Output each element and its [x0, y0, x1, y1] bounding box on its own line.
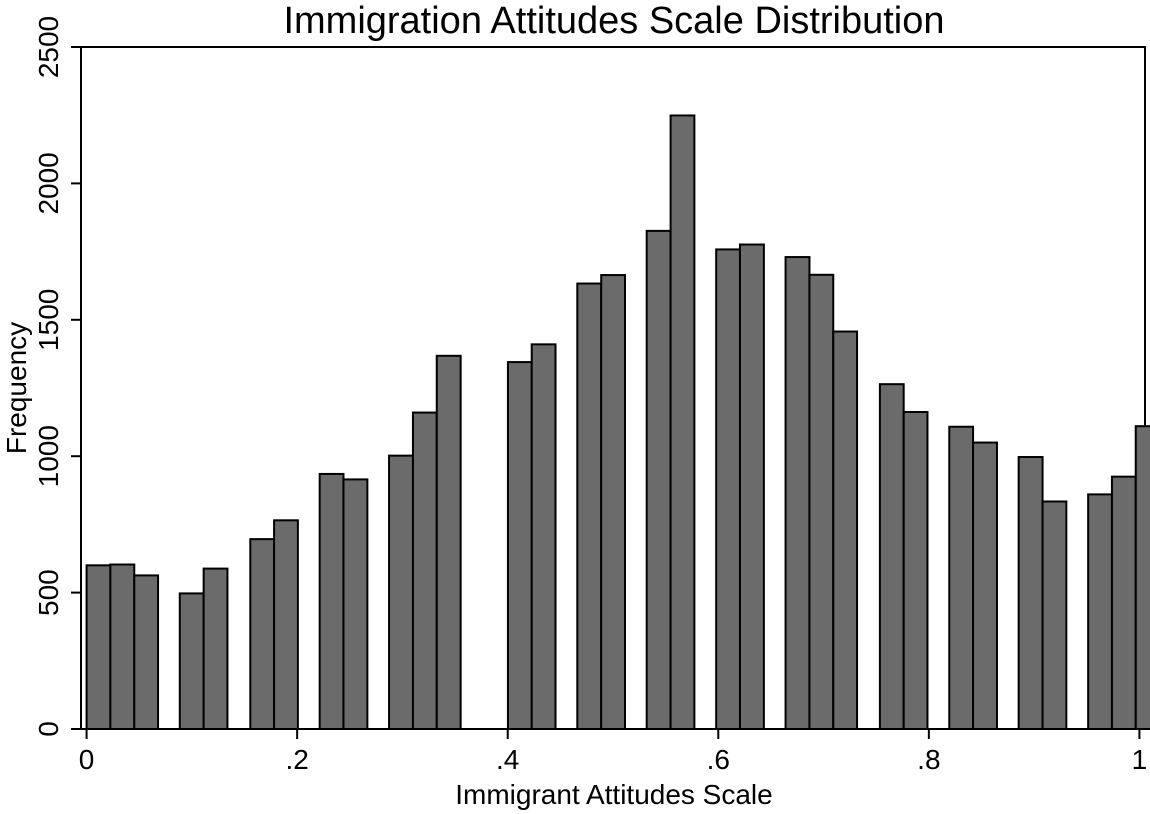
histogram-bar-4 [178, 592, 205, 730]
bars-group [85, 114, 1150, 731]
histogram-bar-13 [506, 361, 533, 730]
histogram-bar-16 [600, 274, 627, 730]
histogram-bar-23 [832, 330, 859, 730]
histogram-bar-21 [784, 256, 811, 730]
histogram-bar-3 [133, 574, 160, 730]
chart-title: Immigration Attitudes Scale Distribution [283, 0, 944, 42]
histogram-bar-26 [948, 425, 975, 730]
histogram-bar-6 [249, 538, 276, 730]
x-tick-label: 0 [79, 744, 95, 775]
y-tick-label: 1000 [33, 425, 64, 487]
histogram-bar-24 [878, 383, 905, 730]
y-tick-label: 2500 [33, 16, 64, 78]
histogram-bar-8 [318, 472, 345, 730]
x-tick-label: .6 [707, 744, 730, 775]
histogram-bar-11 [411, 411, 438, 730]
x-tick-label: 1 [1132, 744, 1148, 775]
histogram-bar-27 [972, 441, 998, 730]
x-tick-label: .8 [917, 744, 940, 775]
x-axis-ticks: 0 .2 .4 .6 .8 1 [79, 729, 1147, 775]
histogram-bar-20 [738, 243, 765, 730]
histogram-bar-14 [530, 343, 557, 730]
histogram-bar-9 [342, 478, 369, 731]
histogram-bar-30 [1087, 493, 1113, 731]
histogram-bar-29 [1041, 500, 1068, 731]
histogram-bar-18 [669, 114, 696, 731]
x-tick-label: .2 [285, 744, 308, 775]
y-tick-label: 2000 [33, 152, 64, 214]
y-tick-label: 0 [33, 721, 64, 737]
y-axis-ticks: 0 500 1000 1500 2000 2500 [33, 16, 81, 737]
y-tick-label: 1500 [33, 289, 64, 351]
histogram-bar-10 [388, 454, 414, 730]
histogram-bar-1 [85, 564, 112, 730]
histogram-bar-17 [645, 229, 672, 730]
y-axis-label: Frequency [1, 322, 32, 454]
histogram-bar-31 [1110, 475, 1137, 730]
x-tick-label: .4 [496, 744, 519, 775]
histogram-bar-2 [109, 563, 136, 730]
histogram-bar-15 [576, 282, 603, 730]
histogram-bar-7 [273, 519, 299, 730]
x-axis-label: Immigrant Attitudes Scale [455, 779, 772, 810]
histogram-bar-22 [808, 273, 835, 730]
histogram-bar-28 [1017, 456, 1044, 730]
histogram-bar-19 [715, 248, 741, 730]
histogram-bar-5 [202, 567, 229, 731]
histogram-bar-12 [435, 354, 462, 730]
histogram-bar-32 [1134, 425, 1150, 730]
histogram-bar-25 [902, 411, 929, 730]
y-tick-label: 500 [33, 569, 64, 616]
